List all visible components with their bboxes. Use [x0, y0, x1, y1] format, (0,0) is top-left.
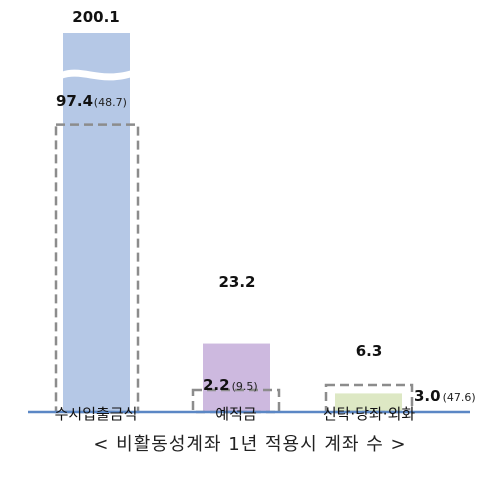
dashed-box-2: [191, 388, 281, 414]
value-label-2: 23.2: [218, 273, 255, 291]
dashed-value-label-2: 2.2: [203, 376, 230, 394]
category-label-1: 수시입출금식: [55, 405, 138, 423]
dashed-ratio-label-3: (47.6): [443, 391, 476, 404]
bar-chart: 200.1 23.2 6.3 97.4 (48.7) 2.2 (9.5) 3.0 (47.6) 수…: [28, 8, 476, 423]
bar-3: [335, 393, 402, 412]
bar-1: [63, 33, 130, 412]
dashed-value-label-3: 3.0: [414, 387, 441, 405]
bar-2: [203, 343, 270, 412]
dashed-value-label-1: 97.4: [56, 92, 93, 110]
chart-caption: < 비활동성계좌 1년 적용시 계좌 수 >: [93, 434, 407, 455]
value-label-1: 200.1: [72, 8, 119, 26]
category-label-2: 예적금: [215, 405, 257, 423]
dashed-ratio-label-1: (48.7): [94, 96, 127, 109]
value-label-3: 6.3: [356, 342, 383, 360]
axis-break-gap: [61, 69, 132, 81]
dashed-ratio-label-2: (9.5): [232, 380, 258, 393]
category-label-3: 신탁·당좌·외화: [323, 405, 416, 423]
